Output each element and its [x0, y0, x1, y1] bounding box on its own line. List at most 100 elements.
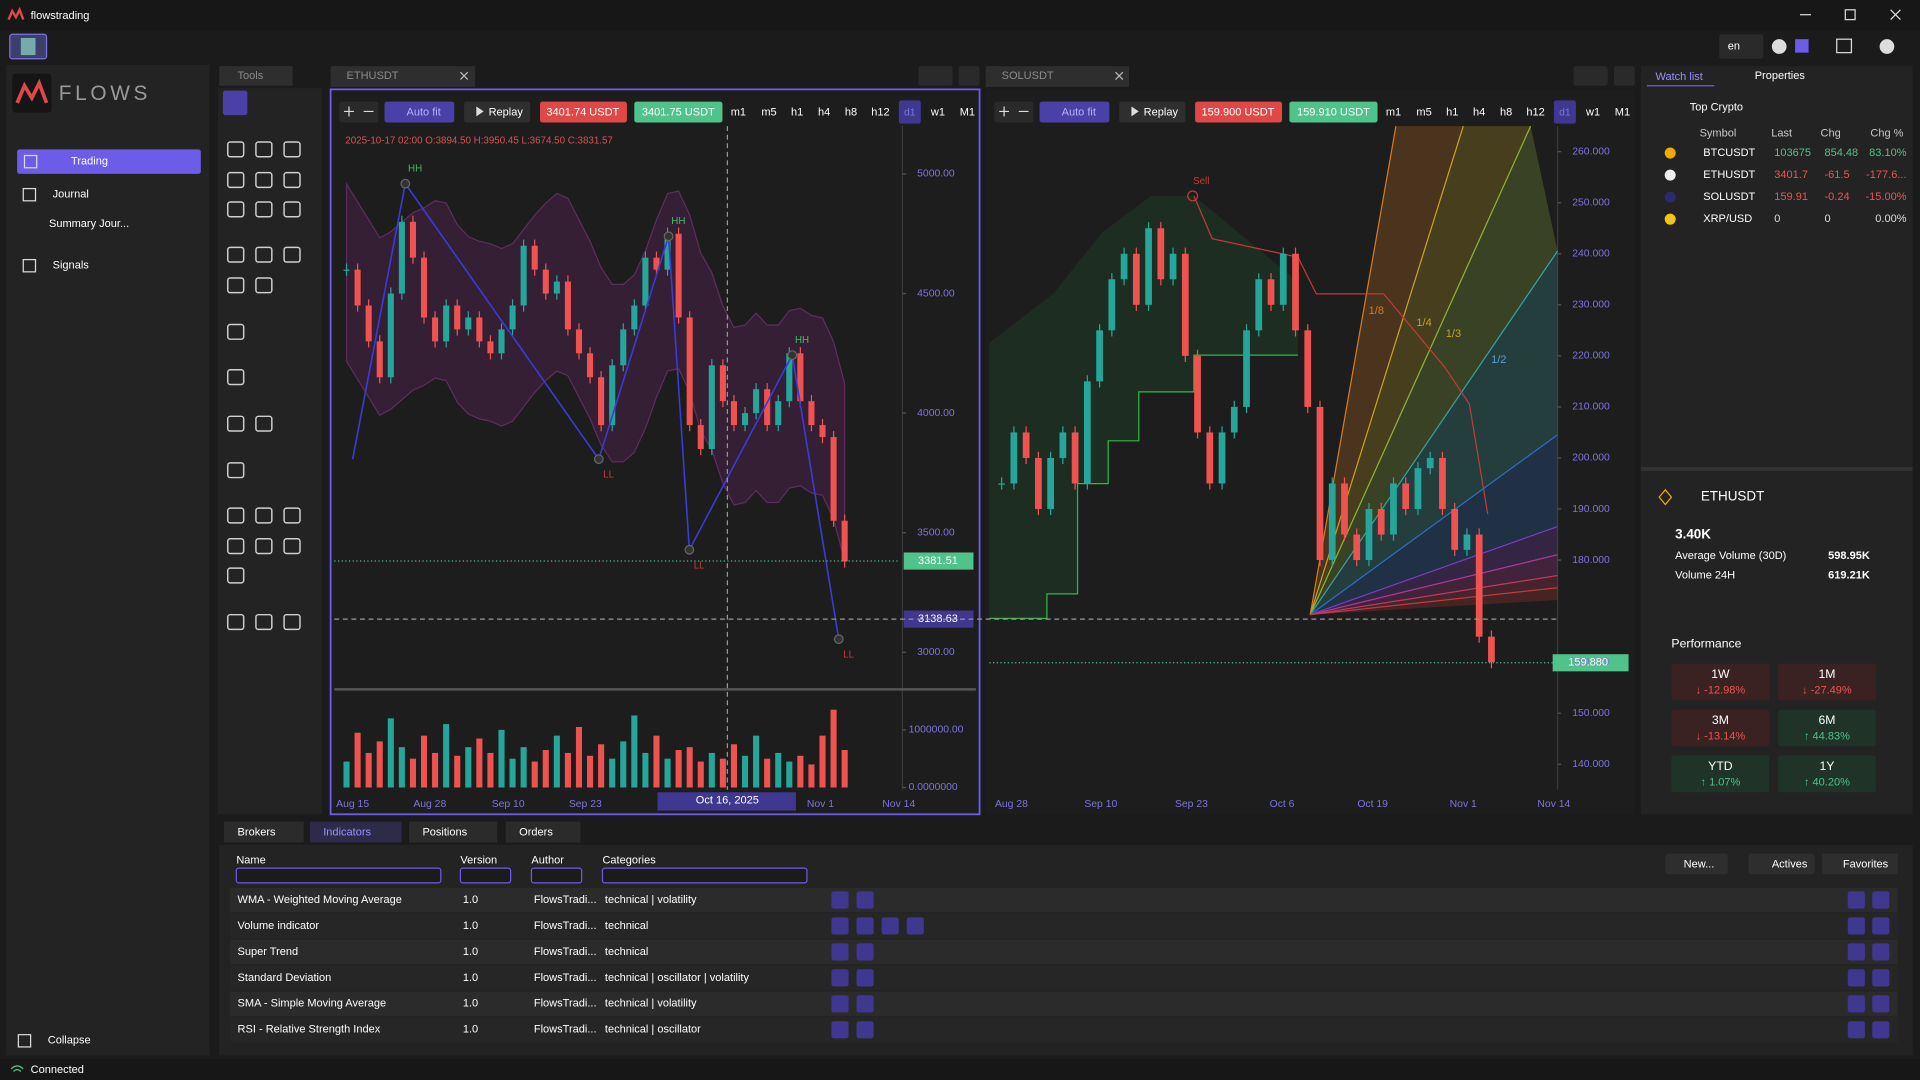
tool-icon[interactable] — [227, 462, 245, 479]
nav-item[interactable]: Trading — [71, 156, 108, 168]
cursor-tool[interactable] — [222, 90, 248, 116]
timeframe[interactable]: w1 — [930, 107, 945, 119]
filter-input[interactable] — [235, 867, 442, 884]
timeframe[interactable]: h4 — [818, 107, 830, 119]
tool-icon[interactable] — [227, 415, 245, 432]
autofit-button[interactable] — [384, 101, 455, 123]
autofit-button[interactable] — [1039, 101, 1110, 123]
tool-icon[interactable] — [255, 141, 273, 158]
timeframe-active[interactable] — [898, 100, 921, 124]
collapse[interactable]: Collapse — [48, 1035, 91, 1047]
tool-icon[interactable] — [283, 141, 301, 158]
action-button[interactable] — [1748, 853, 1815, 875]
ask-price[interactable]: 3401.75 USDT — [642, 107, 715, 119]
tab-title[interactable]: Watch list — [1656, 71, 1703, 83]
tool-icon[interactable] — [283, 201, 301, 218]
action-button-label[interactable]: New... — [1684, 858, 1715, 870]
tab-title[interactable]: SOLUSDT — [1002, 70, 1054, 82]
panel-tab[interactable] — [408, 821, 498, 843]
layout-button[interactable] — [1836, 38, 1853, 54]
timeframe[interactable]: h12 — [871, 107, 889, 119]
close-icon[interactable] — [459, 71, 469, 81]
theme-toggle[interactable] — [1771, 39, 1787, 54]
timeframe-active[interactable] — [1553, 100, 1576, 124]
chart-tab[interactable] — [330, 66, 476, 87]
tool-icon[interactable] — [227, 246, 245, 263]
timeframe[interactable]: h8 — [1500, 107, 1512, 119]
row-action[interactable] — [1872, 995, 1890, 1013]
nav-item[interactable]: Summary Jour... — [49, 218, 129, 230]
tool-icon[interactable] — [227, 201, 245, 218]
tool-icon[interactable] — [283, 613, 301, 631]
tab-title[interactable]: Tools — [238, 70, 264, 82]
language-select[interactable] — [1719, 34, 1764, 59]
timeframe[interactable]: h4 — [1473, 107, 1485, 119]
tab-title[interactable]: Properties — [1755, 70, 1806, 82]
tool-icon[interactable] — [283, 538, 301, 555]
filter-input[interactable] — [459, 867, 512, 884]
row-action[interactable] — [1872, 1021, 1890, 1039]
language[interactable]: en — [1728, 40, 1740, 52]
row-action[interactable] — [1847, 969, 1865, 987]
tool-icon[interactable] — [283, 171, 301, 189]
panel-tab[interactable] — [224, 821, 304, 843]
tool-icon[interactable] — [227, 567, 245, 584]
tool-icon[interactable] — [283, 246, 301, 263]
tool-icon[interactable] — [255, 507, 273, 524]
replay-button[interactable] — [464, 101, 531, 123]
tool-icon[interactable] — [227, 538, 245, 555]
row-action[interactable] — [1847, 943, 1865, 961]
action-button-label[interactable]: Favorites — [1843, 858, 1889, 870]
row-action[interactable] — [1872, 943, 1890, 961]
help-button[interactable] — [1879, 39, 1895, 54]
tool-icon[interactable] — [255, 538, 273, 555]
bid-button[interactable] — [1195, 101, 1283, 123]
bid-price[interactable]: 3401.74 USDT — [546, 107, 619, 119]
row-action[interactable] — [856, 943, 874, 961]
add-chart-button[interactable] — [1613, 66, 1635, 86]
row-action[interactable] — [831, 917, 849, 935]
tool-icon[interactable] — [283, 507, 301, 524]
tool-icon[interactable] — [227, 141, 245, 158]
action-button[interactable] — [1822, 853, 1898, 875]
panel-tab-title[interactable]: Brokers — [238, 827, 276, 839]
row-action[interactable] — [831, 1021, 849, 1039]
timeframe[interactable]: h12 — [1526, 107, 1544, 119]
row-action[interactable] — [831, 995, 849, 1013]
window-controls[interactable] — [1800, 9, 1901, 21]
row-action[interactable] — [1872, 891, 1890, 909]
list-select[interactable]: Top Crypto — [1690, 102, 1743, 114]
timeframe[interactable]: M1 — [1615, 107, 1630, 119]
row-action[interactable] — [1847, 891, 1865, 909]
panel-tab-title[interactable]: Indicators — [323, 827, 371, 839]
ask-button[interactable] — [1289, 101, 1378, 123]
add-chart-button[interactable] — [958, 66, 980, 86]
replay[interactable]: Replay — [1144, 107, 1179, 119]
panel-tab-title[interactable]: Positions — [422, 827, 467, 839]
replay-button[interactable] — [1119, 101, 1186, 123]
row-action[interactable] — [1847, 1021, 1865, 1039]
filter-input[interactable] — [530, 867, 583, 884]
timeframe[interactable]: m5 — [1416, 107, 1431, 119]
nav-selected[interactable] — [17, 149, 201, 174]
action-button[interactable] — [1665, 853, 1728, 875]
ask-button[interactable] — [634, 101, 723, 123]
filter-input[interactable] — [601, 867, 808, 884]
row-action[interactable] — [1872, 969, 1890, 987]
close-icon[interactable] — [1115, 71, 1124, 81]
row-action[interactable] — [831, 969, 849, 987]
auto-fit[interactable]: Auto fit — [1062, 107, 1096, 119]
chart-type-button[interactable] — [918, 66, 953, 86]
tool-icon[interactable] — [227, 613, 245, 631]
tool-icon[interactable] — [255, 171, 273, 189]
timeframe[interactable]: w1 — [1585, 107, 1600, 119]
action-button-label[interactable]: Actives — [1772, 858, 1808, 870]
timeframe[interactable]: h8 — [845, 107, 857, 119]
tool-icon[interactable] — [255, 201, 273, 218]
chart-type-button[interactable] — [1573, 66, 1608, 86]
row-action[interactable] — [1847, 995, 1865, 1013]
tools-tab[interactable] — [219, 66, 293, 86]
row-action[interactable] — [856, 1021, 874, 1039]
timeframe[interactable]: m1 — [731, 107, 746, 119]
tool-icon[interactable] — [255, 415, 273, 432]
